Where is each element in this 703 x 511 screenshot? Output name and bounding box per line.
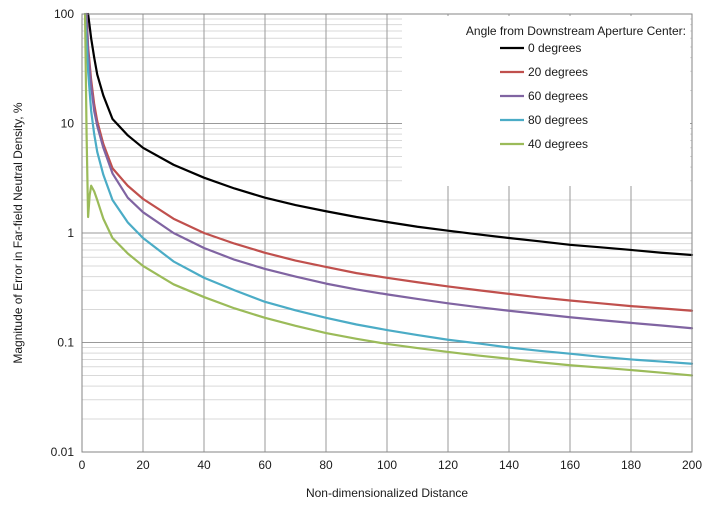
x-tick-label: 40 xyxy=(197,458,211,472)
y-tick-labels: 0.01 0.1 1 10 100 xyxy=(51,7,75,459)
x-axis-title: Non-dimensionalized Distance xyxy=(306,486,468,500)
legend: Angle from Downstream Aperture Center: 0… xyxy=(402,16,690,186)
x-tick-label: 60 xyxy=(258,458,272,472)
y-tick-label: 100 xyxy=(54,7,74,21)
legend-label: 40 degrees xyxy=(528,137,588,151)
y-tick-label: 0.1 xyxy=(57,336,74,350)
series-group xyxy=(83,12,694,377)
x-tick-label: 0 xyxy=(79,458,86,472)
series-line xyxy=(83,12,694,377)
legend-label: 80 degrees xyxy=(528,113,588,127)
x-tick-label: 120 xyxy=(438,458,458,472)
legend-items: 0 degrees 20 degrees 60 degrees 80 degrees 4… xyxy=(500,41,588,151)
x-tick-label: 20 xyxy=(136,458,150,472)
series-line xyxy=(85,12,694,312)
y-tick-label: 10 xyxy=(61,117,75,131)
x-tick-label: 180 xyxy=(621,458,641,472)
x-tick-label: 200 xyxy=(682,458,702,472)
x-tick-label: 100 xyxy=(377,458,397,472)
x-tick-labels: 0 20 40 60 80 100 120 140 160 180 200 xyxy=(79,458,703,472)
x-tick-label: 160 xyxy=(560,458,580,472)
y-axis-title: Magnitude of Error in Far-field Neutral … xyxy=(11,102,25,364)
legend-label: 0 degrees xyxy=(528,41,581,55)
plot-frame xyxy=(81,13,693,453)
x-tick-label: 80 xyxy=(319,458,333,472)
series-line xyxy=(85,12,694,330)
legend-label: 20 degrees xyxy=(528,65,588,79)
series-line xyxy=(83,12,694,365)
legend-title: Angle from Downstream Aperture Center: xyxy=(466,24,686,38)
x-tick-label: 140 xyxy=(499,458,519,472)
y-tick-label: 0.01 xyxy=(51,445,75,459)
y-tick-label: 1 xyxy=(67,226,74,240)
series-line xyxy=(86,12,694,257)
legend-background xyxy=(402,16,690,186)
legend-label: 60 degrees xyxy=(528,89,588,103)
